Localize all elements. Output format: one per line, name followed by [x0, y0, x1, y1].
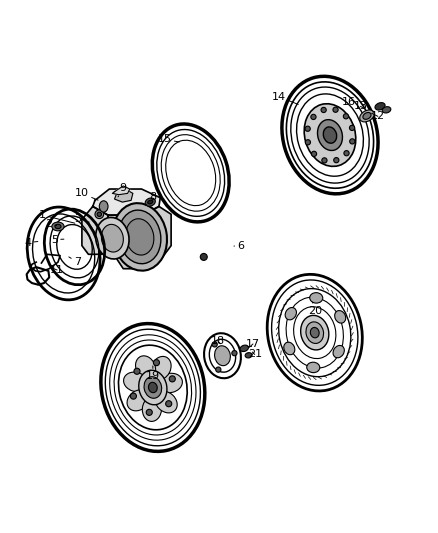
Circle shape — [350, 139, 355, 144]
Ellipse shape — [310, 293, 323, 303]
Text: 18: 18 — [211, 336, 225, 346]
Text: 6: 6 — [234, 241, 244, 251]
Circle shape — [232, 351, 237, 356]
Ellipse shape — [124, 372, 148, 392]
Polygon shape — [82, 206, 108, 254]
Text: 14: 14 — [272, 92, 298, 104]
Ellipse shape — [333, 345, 344, 358]
Ellipse shape — [318, 119, 343, 150]
Ellipse shape — [300, 316, 329, 350]
Ellipse shape — [119, 210, 161, 264]
Circle shape — [95, 210, 104, 219]
Circle shape — [344, 151, 349, 156]
Text: 17: 17 — [246, 339, 260, 349]
Ellipse shape — [375, 103, 385, 110]
Polygon shape — [115, 189, 133, 202]
Ellipse shape — [382, 107, 391, 113]
Ellipse shape — [335, 311, 346, 323]
Polygon shape — [108, 206, 171, 269]
Text: 5: 5 — [51, 235, 64, 245]
Text: 20: 20 — [307, 302, 322, 316]
Circle shape — [343, 114, 349, 119]
Circle shape — [311, 151, 317, 157]
Circle shape — [333, 107, 338, 112]
Ellipse shape — [307, 362, 320, 373]
Ellipse shape — [151, 357, 171, 380]
Circle shape — [200, 254, 207, 261]
Ellipse shape — [311, 327, 319, 338]
Ellipse shape — [99, 201, 108, 212]
Circle shape — [305, 140, 311, 145]
Ellipse shape — [101, 224, 124, 252]
Circle shape — [350, 125, 355, 131]
Text: 10: 10 — [75, 188, 98, 200]
Polygon shape — [93, 189, 160, 215]
Circle shape — [212, 342, 217, 347]
Circle shape — [131, 393, 137, 399]
Ellipse shape — [126, 219, 154, 255]
Circle shape — [146, 409, 152, 415]
Text: 19: 19 — [146, 366, 160, 381]
Ellipse shape — [135, 356, 155, 379]
Ellipse shape — [240, 345, 248, 352]
Circle shape — [334, 158, 339, 163]
Text: 12: 12 — [371, 111, 385, 122]
Ellipse shape — [363, 112, 371, 119]
Text: 13: 13 — [353, 101, 367, 111]
Circle shape — [134, 368, 140, 374]
Text: 7: 7 — [69, 257, 81, 267]
Text: 2: 2 — [45, 219, 57, 229]
Ellipse shape — [245, 353, 252, 358]
Ellipse shape — [155, 391, 177, 413]
Circle shape — [216, 367, 221, 372]
Ellipse shape — [148, 200, 153, 204]
Ellipse shape — [55, 224, 61, 229]
Ellipse shape — [113, 203, 167, 271]
Text: 15: 15 — [158, 134, 179, 144]
Ellipse shape — [139, 370, 167, 405]
Ellipse shape — [148, 382, 157, 393]
Text: 9: 9 — [118, 183, 127, 197]
Ellipse shape — [284, 342, 295, 355]
Ellipse shape — [52, 222, 64, 231]
Ellipse shape — [142, 397, 162, 422]
Circle shape — [311, 114, 316, 119]
Ellipse shape — [145, 198, 155, 206]
Ellipse shape — [127, 390, 150, 411]
Ellipse shape — [360, 110, 374, 122]
Circle shape — [97, 212, 102, 216]
Ellipse shape — [285, 308, 297, 320]
Ellipse shape — [304, 104, 356, 166]
Polygon shape — [113, 186, 130, 195]
Text: 4: 4 — [24, 238, 38, 247]
Text: 11: 11 — [50, 265, 64, 275]
Circle shape — [153, 360, 159, 366]
Text: 1: 1 — [39, 210, 75, 223]
Text: 3: 3 — [74, 214, 89, 224]
Ellipse shape — [215, 346, 230, 366]
Text: 16: 16 — [342, 97, 359, 107]
Ellipse shape — [95, 217, 129, 259]
Text: 8: 8 — [146, 192, 156, 206]
Ellipse shape — [306, 322, 324, 343]
Circle shape — [166, 401, 172, 407]
Circle shape — [322, 158, 327, 163]
Circle shape — [305, 126, 310, 131]
Text: 21: 21 — [247, 350, 262, 359]
Ellipse shape — [144, 377, 162, 398]
Ellipse shape — [323, 127, 337, 143]
Circle shape — [321, 107, 326, 112]
Ellipse shape — [158, 373, 182, 393]
Circle shape — [169, 376, 175, 382]
